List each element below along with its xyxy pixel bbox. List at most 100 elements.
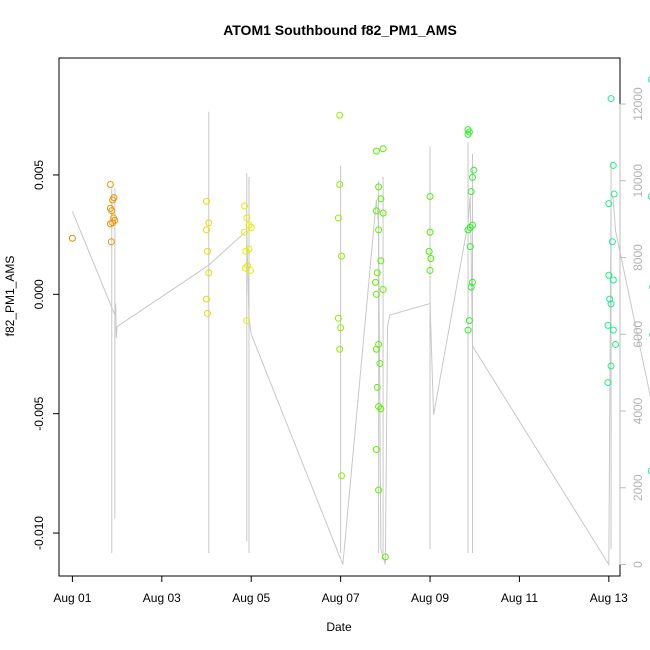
count-series-line [71,192,650,567]
data-point [466,223,474,231]
data-point [467,188,475,196]
data-point [241,202,249,210]
data-point [110,194,118,202]
data-point [203,295,211,303]
data-point [375,183,383,191]
data-point [372,207,380,215]
y-tick-label: 0.005 [32,160,46,190]
y-tick-label: -0.010 [32,516,46,550]
chart-title: ATOM1 Southbound f82_PM1_AMS [223,22,457,38]
data-point [467,283,475,291]
data-point [607,300,615,308]
data-point [427,255,435,263]
y-tick-label: 0.000 [32,279,46,309]
data-point [205,219,213,227]
data-point [604,379,612,387]
y-axis: -0.010 -0.005 0.000 0.005 [32,160,60,550]
data-point [205,269,213,277]
data-point [106,181,114,189]
x-tick-label: Aug 01 [53,591,91,605]
data-point [464,326,472,334]
data-point [247,223,255,231]
x-tick-label: Aug 09 [411,591,449,605]
data-point [612,340,620,348]
secondary-series-layer [71,111,650,567]
x-tick-label: Aug 11 [501,591,538,605]
data-point [426,266,434,274]
y2-axis: 0 2000 4000 6000 8000 10000 12000 [619,87,645,568]
y2-tick-label: 2000 [631,474,645,501]
data-point [373,269,381,277]
data-point [610,190,618,198]
y-tick-label: -0.005 [32,396,46,430]
data-point [468,221,476,229]
data-point [106,220,114,228]
data-point [203,197,211,205]
data-point [470,166,478,174]
data-point [376,360,384,368]
data-point [379,145,387,153]
data-point [203,226,211,234]
x-tick-label: Aug 13 [590,591,628,605]
x-axis: Aug 01 Aug 03 Aug 05 Aug 07 Aug 09 Aug 11 Aug … [53,575,628,605]
data-point [609,161,617,169]
data-point [338,472,346,480]
y2-tick-label: 4000 [631,397,645,424]
data-point [606,295,614,303]
data-point [373,383,381,391]
data-point [468,278,476,286]
data-point [338,252,346,260]
data-point [426,192,434,200]
data-point [464,226,472,234]
data-point [607,95,615,103]
points-layer [68,76,650,561]
y2-tick-label: 10000 [631,164,645,198]
data-point [334,214,342,222]
y2-tick-label: 12000 [631,87,645,121]
data-point [607,362,615,370]
y2-tick-label: 8000 [631,244,645,271]
data-point [605,271,613,279]
data-point [336,181,344,189]
data-point [243,214,251,222]
data-point [68,234,76,242]
data-point [377,405,385,413]
data-point [337,324,345,332]
data-point [241,228,249,236]
data-point [464,130,472,138]
data-point [647,467,650,475]
data-point [336,345,344,353]
y2-tick-label: 0 [631,561,645,568]
data-point [426,228,434,236]
data-point [647,193,650,200]
data-point [203,247,211,255]
data-point [372,147,380,155]
data-point [111,216,119,224]
data-point [372,345,380,353]
data-point [108,207,116,215]
data-point [107,238,115,246]
data-point [375,226,383,234]
x-tick-label: Aug 07 [322,591,360,605]
data-point [381,553,389,561]
data-point [243,317,251,325]
data-point [425,247,433,255]
data-point [379,286,387,294]
data-point [371,278,379,286]
data-point [336,111,344,119]
x-tick-label: Aug 05 [232,591,270,605]
data-point [604,321,612,329]
data-point [372,445,380,453]
x-tick-label: Aug 03 [143,591,181,605]
data-point [377,257,385,265]
data-point [605,200,613,208]
data-point [245,221,253,229]
data-point [375,486,383,494]
data-point [468,173,476,181]
data-point [372,290,380,298]
data-point [466,243,474,251]
data-point [203,309,211,317]
data-point [379,209,387,217]
